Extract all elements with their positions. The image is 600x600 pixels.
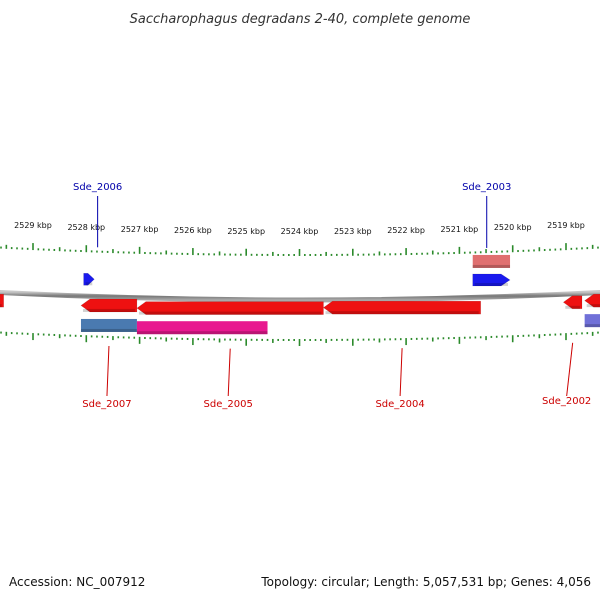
feature-bar-shade [472,264,511,268]
gene-arrow-shade [565,305,580,309]
label-leader-line [566,342,574,397]
label-leader-line [106,345,110,397]
feature-bar [80,318,137,332]
outer-ruler [0,243,599,256]
feature-track [80,254,600,335]
feature-bar-shade [584,324,600,328]
feature-bar [472,254,511,268]
genome-summary-text: Topology: circular; Length: 5,057,531 bp… [260,575,591,589]
feature-bar-shade [136,331,268,335]
accession-text: Accession: NC_007912 [9,575,145,589]
gene-label: Sde_2006 [73,182,122,193]
tick-label: 2522 kbp [387,226,425,235]
gene-arrow-shade [325,311,479,315]
gene-arrow-shade [138,311,322,315]
tick-label: 2526 kbp [174,226,212,235]
gene-arrow-shade [82,308,135,312]
tick-label: 2528 kbp [67,223,105,232]
gene-track [0,272,600,315]
genome-backbone [0,289,600,303]
label-leader-line [399,348,403,397]
tick-label: 2525 kbp [227,227,265,236]
gene-label: Sde_2003 [462,182,511,193]
ruler-labels: 2529 kbp 2528 kbp 2527 kbp 2526 kbp 2525 kbp… [14,221,585,236]
gene-arrow-shade [0,304,2,308]
feature-bar [584,314,600,328]
gene-arrow [0,293,4,308]
tick-label: 2524 kbp [281,227,319,236]
feature-bar [136,321,268,335]
gene-label: Sde_2002 [542,396,591,407]
gene-arrow [136,301,324,315]
gene-arrow-shade [586,304,600,308]
gene-label: Sde_2004 [375,399,424,410]
gene-arrow [322,300,482,315]
gene-label: Sde_2005 [204,399,253,410]
tick-label: 2523 kbp [334,227,372,236]
gene-arrow [562,295,583,310]
tick-label: 2527 kbp [121,225,159,234]
label-leader-line [227,348,231,397]
gene-arrow-shade [85,282,93,286]
feature-bar-shade [80,328,137,332]
tick-label: 2529 kbp [14,221,52,230]
gene-label: Sde_2007 [82,399,131,410]
gene-arrow [472,273,511,287]
tick-label: 2519 kbp [547,221,585,230]
tick-label: 2521 kbp [441,225,479,234]
gene-arrow [80,298,138,313]
gene-arrow [83,272,95,286]
map-title: Saccharophagus degradans 2-40, complete … [130,12,471,27]
gene-arrow-shade [474,282,509,286]
gene-labels: Sde_2006 Sde_2003 Sde_2007 Sde_2005 Sde_2004… [73,182,591,410]
inner-ruler [0,331,599,346]
tick-label: 2520 kbp [494,223,532,232]
